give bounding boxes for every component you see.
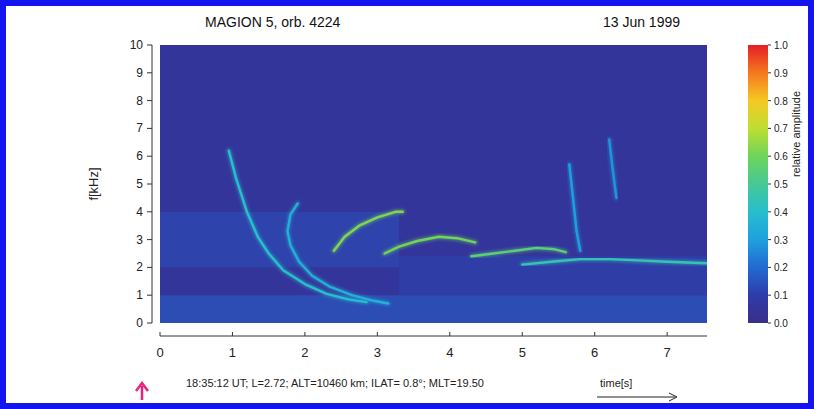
trace-glow bbox=[472, 248, 566, 256]
y-tick bbox=[147, 184, 152, 185]
colorbar-tick bbox=[768, 239, 771, 240]
x-tick bbox=[304, 332, 305, 336]
start-arrow bbox=[136, 383, 148, 400]
y-tick bbox=[147, 295, 152, 296]
title: MAGION 5, orb. 4224 bbox=[205, 14, 341, 30]
trace bbox=[569, 165, 580, 251]
colorbar-tick-label: 1.0 bbox=[774, 40, 788, 51]
y-tick-label: 2 bbox=[136, 260, 143, 274]
trace-glow bbox=[569, 165, 580, 251]
frame bbox=[3, 3, 811, 406]
y-tick-label: 6 bbox=[136, 149, 143, 163]
trace bbox=[334, 212, 403, 251]
colorbar-tick bbox=[768, 128, 771, 129]
x-tick-label: 4 bbox=[446, 345, 453, 360]
colorbar-tick-label: 0.1 bbox=[774, 290, 788, 301]
y-tick-label: 3 bbox=[136, 233, 143, 247]
y-tick-label: 5 bbox=[136, 177, 143, 191]
y-tick bbox=[147, 45, 152, 46]
emission-band bbox=[399, 256, 707, 295]
x-tick-label: 5 bbox=[519, 345, 526, 360]
colorbar-tick bbox=[768, 45, 771, 46]
x-tick bbox=[667, 332, 668, 336]
trace bbox=[609, 140, 616, 198]
trace bbox=[522, 259, 707, 265]
colorbar-tick-label: 0.5 bbox=[774, 179, 788, 190]
y-tick-label: 1 bbox=[136, 288, 143, 302]
x-tick bbox=[594, 332, 595, 336]
x-tick-label: 3 bbox=[374, 345, 381, 360]
y-tick-label: 0 bbox=[136, 316, 143, 330]
colorbar-tick-label: 0.3 bbox=[774, 235, 788, 246]
colorbar-tick bbox=[768, 211, 771, 212]
y-axis-title: f[kHz] bbox=[86, 167, 101, 200]
x-tick bbox=[377, 332, 378, 336]
y-tick-label: 4 bbox=[136, 205, 143, 219]
y-tick bbox=[147, 267, 152, 268]
y-tick bbox=[147, 156, 152, 157]
colorbar-title: relative amplitude bbox=[790, 91, 802, 177]
colorbar bbox=[748, 45, 768, 323]
trace-glow bbox=[229, 151, 367, 303]
colorbar-tick bbox=[768, 156, 771, 157]
y-tick bbox=[147, 72, 152, 73]
colorbar-tick-label: 0.6 bbox=[774, 151, 788, 162]
trace-glow bbox=[385, 237, 476, 254]
y-tick bbox=[147, 323, 152, 324]
trace bbox=[472, 248, 566, 256]
colorbar-tick bbox=[768, 184, 771, 185]
colorbar-tick bbox=[768, 100, 771, 101]
colorbar-tick-label: 0.9 bbox=[774, 68, 788, 79]
colorbar-tick bbox=[768, 295, 771, 296]
colorbar-tick-label: 0.2 bbox=[774, 262, 788, 273]
colorbar-tick bbox=[768, 323, 771, 324]
emission-band bbox=[160, 212, 399, 268]
x-tick bbox=[160, 332, 161, 336]
y-tick bbox=[147, 128, 152, 129]
trace bbox=[385, 237, 476, 254]
y-tick bbox=[147, 239, 152, 240]
x-tick-label: 7 bbox=[664, 345, 671, 360]
colorbar-tick bbox=[768, 267, 771, 268]
colorbar-tick-label: 0.4 bbox=[774, 207, 788, 218]
subtitle: 13 Jun 1999 bbox=[603, 14, 680, 30]
x-axis-title: time[s] bbox=[600, 377, 632, 389]
x-tick-label: 0 bbox=[156, 345, 163, 360]
colorbar-tick bbox=[768, 72, 771, 73]
colorbar-tick-label: 0.8 bbox=[774, 96, 788, 107]
trace bbox=[229, 151, 367, 303]
y-tick-label: 10 bbox=[130, 38, 144, 52]
y-tick bbox=[147, 100, 152, 101]
colorbar-tick-label: 0.0 bbox=[774, 318, 788, 329]
colorbar-tick-label: 0.7 bbox=[774, 123, 788, 134]
time-arrow bbox=[597, 393, 677, 401]
trace-glow bbox=[334, 212, 403, 251]
x-tick bbox=[232, 332, 233, 336]
y-tick-label: 8 bbox=[136, 94, 143, 108]
orbit-info: 18:35:12 UT; L=2.72; ALT=10460 km; ILAT=… bbox=[186, 377, 484, 389]
plot-background bbox=[160, 45, 707, 323]
y-tick-label: 9 bbox=[136, 66, 143, 80]
y-tick bbox=[147, 211, 152, 212]
trace-glow bbox=[609, 140, 616, 198]
plot-area bbox=[160, 140, 707, 324]
x-axis bbox=[160, 336, 707, 337]
emission-band bbox=[160, 295, 707, 323]
x-tick bbox=[522, 332, 523, 336]
x-tick-label: 2 bbox=[301, 345, 308, 360]
y-tick-label: 7 bbox=[136, 121, 143, 135]
x-tick bbox=[449, 332, 450, 336]
x-tick-label: 6 bbox=[591, 345, 598, 360]
x-tick-label: 1 bbox=[229, 345, 236, 360]
trace-glow bbox=[522, 259, 707, 265]
chart: MAGION 5, orb. 4224 13 Jun 1999 0 1 2 3 4 5 6 7 8 9… bbox=[0, 0, 814, 409]
